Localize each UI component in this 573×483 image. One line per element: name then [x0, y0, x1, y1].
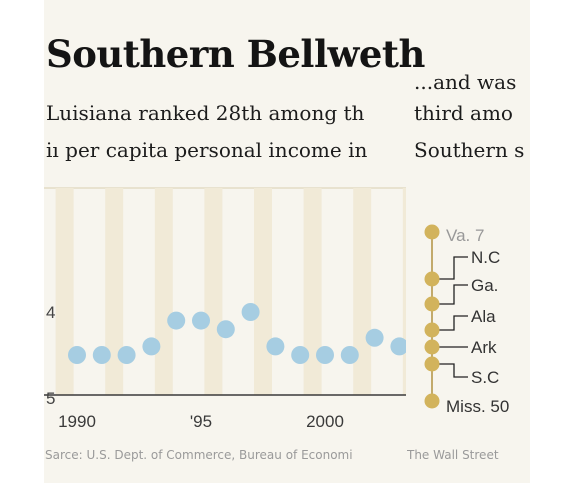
- leader-line: [438, 256, 468, 280]
- leader-line: [438, 284, 468, 305]
- year-stripe: [105, 188, 124, 395]
- state-rank-point: [424, 322, 440, 338]
- state-label: Miss. 50: [446, 397, 509, 416]
- data-point: [167, 311, 186, 330]
- subtitle-right-line-2: third amo: [414, 101, 513, 125]
- state-label: Va. 7: [446, 226, 484, 245]
- chart-background: [44, 0, 530, 483]
- data-point: [216, 320, 235, 339]
- data-point: [266, 337, 285, 356]
- x-tick-label: 1990: [58, 412, 96, 431]
- state-label: S.C: [471, 368, 499, 387]
- state-label: N.C: [471, 248, 500, 267]
- data-point: [291, 346, 310, 364]
- x-tick-label: 2000: [306, 412, 344, 431]
- source-note: Sarce: U.S. Dept. of Commerce, Bureau of…: [45, 448, 353, 462]
- right-chart-clip: Va. 7 N.C Ga. Ala Ark S.C Miss. 50: [410, 0, 530, 483]
- data-point: [365, 328, 384, 347]
- y-tick-label: 4: [46, 303, 55, 322]
- leader-line: [438, 315, 468, 331]
- state-rank-point: [424, 339, 440, 355]
- data-point: [316, 346, 334, 364]
- state-rank-point: [424, 296, 440, 312]
- subtitle-right-line-3: Southern s: [414, 138, 525, 162]
- y-tick-label: 5: [46, 389, 55, 408]
- state-rank-point: [424, 224, 440, 240]
- state-rank-chart: Va. 7 N.C Ga. Ala Ark S.C Miss. 50: [424, 224, 509, 416]
- subtitle-left-line-2: iı per capita personal income in: [46, 138, 368, 162]
- data-point: [142, 337, 161, 356]
- year-stripe: [254, 188, 272, 395]
- chart-title: Southern Bellweth: [46, 32, 425, 76]
- year-stripe: [204, 188, 223, 395]
- year-stripe: [55, 188, 74, 395]
- state-rank-point: [424, 356, 440, 372]
- state-label: Ala: [471, 307, 496, 326]
- year-stripe: [303, 188, 322, 395]
- data-point: [192, 311, 210, 330]
- state-rank-point: [424, 271, 440, 287]
- state-label: Ark: [471, 338, 497, 357]
- credit-note: The Wall Street: [407, 448, 499, 462]
- data-point: [390, 337, 406, 356]
- subtitle-right-line-1: ...and was: [414, 70, 517, 94]
- x-tick-label: '95: [190, 412, 212, 431]
- state-rank-point: [424, 393, 440, 409]
- year-stripe: [353, 188, 372, 395]
- data-point: [68, 346, 86, 364]
- subtitle-left-line-1: Luisiana ranked 28th among th: [46, 101, 365, 125]
- leader-line: [438, 363, 468, 378]
- state-label: Ga.: [471, 276, 498, 295]
- data-point: [340, 346, 359, 364]
- data-point: [241, 303, 260, 321]
- year-stripe: [402, 188, 406, 395]
- data-point: [117, 346, 136, 364]
- data-point: [92, 346, 111, 364]
- year-stripe: [154, 188, 173, 395]
